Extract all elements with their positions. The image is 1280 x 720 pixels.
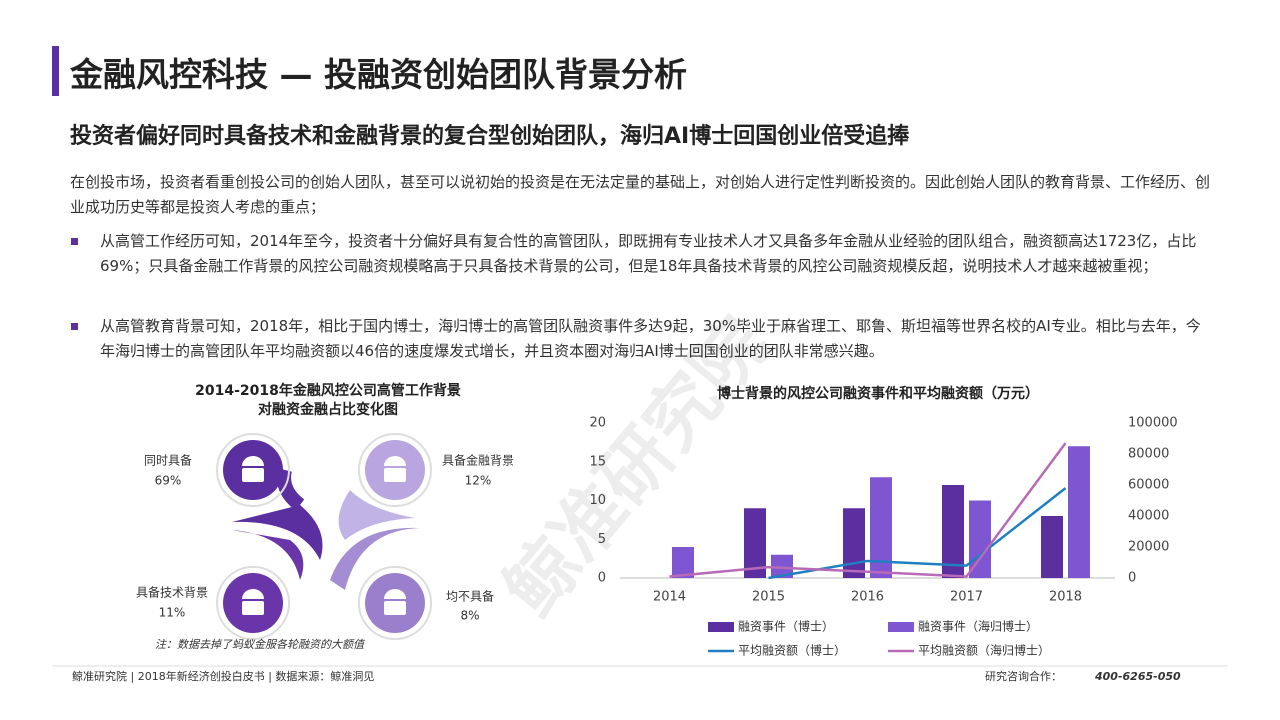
y-tick-label: 10 (589, 493, 606, 508)
y-tick-label: 5 (598, 532, 606, 547)
legend-label: 平均融资额（博士） (738, 643, 846, 658)
legend-swatch (708, 622, 734, 632)
bar (969, 500, 991, 578)
left-chart-title: 2014-2018年金融风控公司高管工作背景 (195, 382, 461, 399)
legend-label: 融资事件（海归博士） (918, 619, 1038, 634)
left-chart-title: 对融资金融占比变化图 (258, 401, 398, 418)
bar (672, 547, 694, 578)
intro: 在创投市场，投资者看重创投公司的创始人团队，甚至可以说初始的投资是在无法定量的基… (70, 173, 1211, 216)
line (669, 442, 1067, 578)
y2-tick-label: 80000 (1128, 447, 1169, 462)
icon-circles (216, 433, 432, 640)
item-pct: 11% (159, 606, 186, 620)
bullet: 从高管教育背景可知，2018年，相比于国内博士，海归博士的高管团队融资事件多达9… (100, 317, 1201, 360)
y2-tick-label: 20000 (1128, 540, 1169, 555)
item-pct: 12% (465, 474, 492, 488)
x-tick-label: 2018 (1049, 590, 1082, 605)
y2-tick-label: 100000 (1128, 416, 1178, 431)
title-bar (52, 46, 59, 96)
x-tick-label: 2015 (752, 590, 785, 605)
item-label: 同时具备 (144, 454, 192, 468)
bar (870, 477, 892, 578)
item-label: 均不具备 (446, 590, 494, 604)
bullet-marker (71, 323, 78, 330)
cross-shape (232, 468, 420, 590)
footer-phone: 400-6265-050 (1094, 670, 1181, 683)
chart-title: 博士背景的风控公司融资事件和平均融资额（万元） (717, 385, 1039, 402)
y2-tick-label: 0 (1128, 571, 1136, 586)
legend-swatch (888, 622, 914, 632)
y-tick-label: 20 (589, 416, 606, 431)
bullet-marker (71, 238, 78, 245)
bar (1041, 516, 1063, 578)
footer-right: 研究咨询合作： (985, 669, 1062, 683)
bar (942, 485, 964, 578)
subtitle: 投资者偏好同时具备技术和金融背景的复合型创始团队，海归AI博士回国创业倍受追捧 (70, 124, 910, 149)
x-tick-label: 2017 (950, 590, 983, 605)
bar (1068, 446, 1090, 578)
y-tick-label: 15 (589, 454, 606, 469)
item-pct: 69% (155, 474, 182, 488)
note: 注：数据去掉了蚂蚁金服各轮融资的大额值 (155, 638, 366, 651)
y-tick-label: 0 (598, 571, 606, 586)
x-tick-label: 2014 (653, 590, 686, 605)
legend-label: 融资事件（博士） (738, 619, 834, 634)
watermark: 鲸准研究院 (488, 302, 784, 632)
bar (843, 508, 865, 578)
title: 金融风控科技 — 投融资创始团队背景分析 (70, 55, 687, 94)
y2-tick-label: 40000 (1128, 509, 1169, 524)
bar (771, 554, 793, 578)
bullet: 从高管工作经历可知，2014年至今，投资者十分偏好具有复合性的高管团队，即既拥有… (100, 232, 1197, 275)
bar (744, 508, 766, 578)
footer-left: 鲸准研究院 | 2018年新经济创投白皮书 | 数据来源：鲸准洞见 (72, 669, 374, 683)
item-label: 具备金融背景 (442, 453, 514, 468)
y2-tick-label: 60000 (1128, 478, 1169, 493)
item-pct: 8% (460, 609, 479, 623)
item-label: 具备技术背景 (136, 586, 208, 600)
legend-label: 平均融资额（海归博士） (918, 643, 1050, 658)
x-tick-label: 2016 (851, 590, 884, 605)
